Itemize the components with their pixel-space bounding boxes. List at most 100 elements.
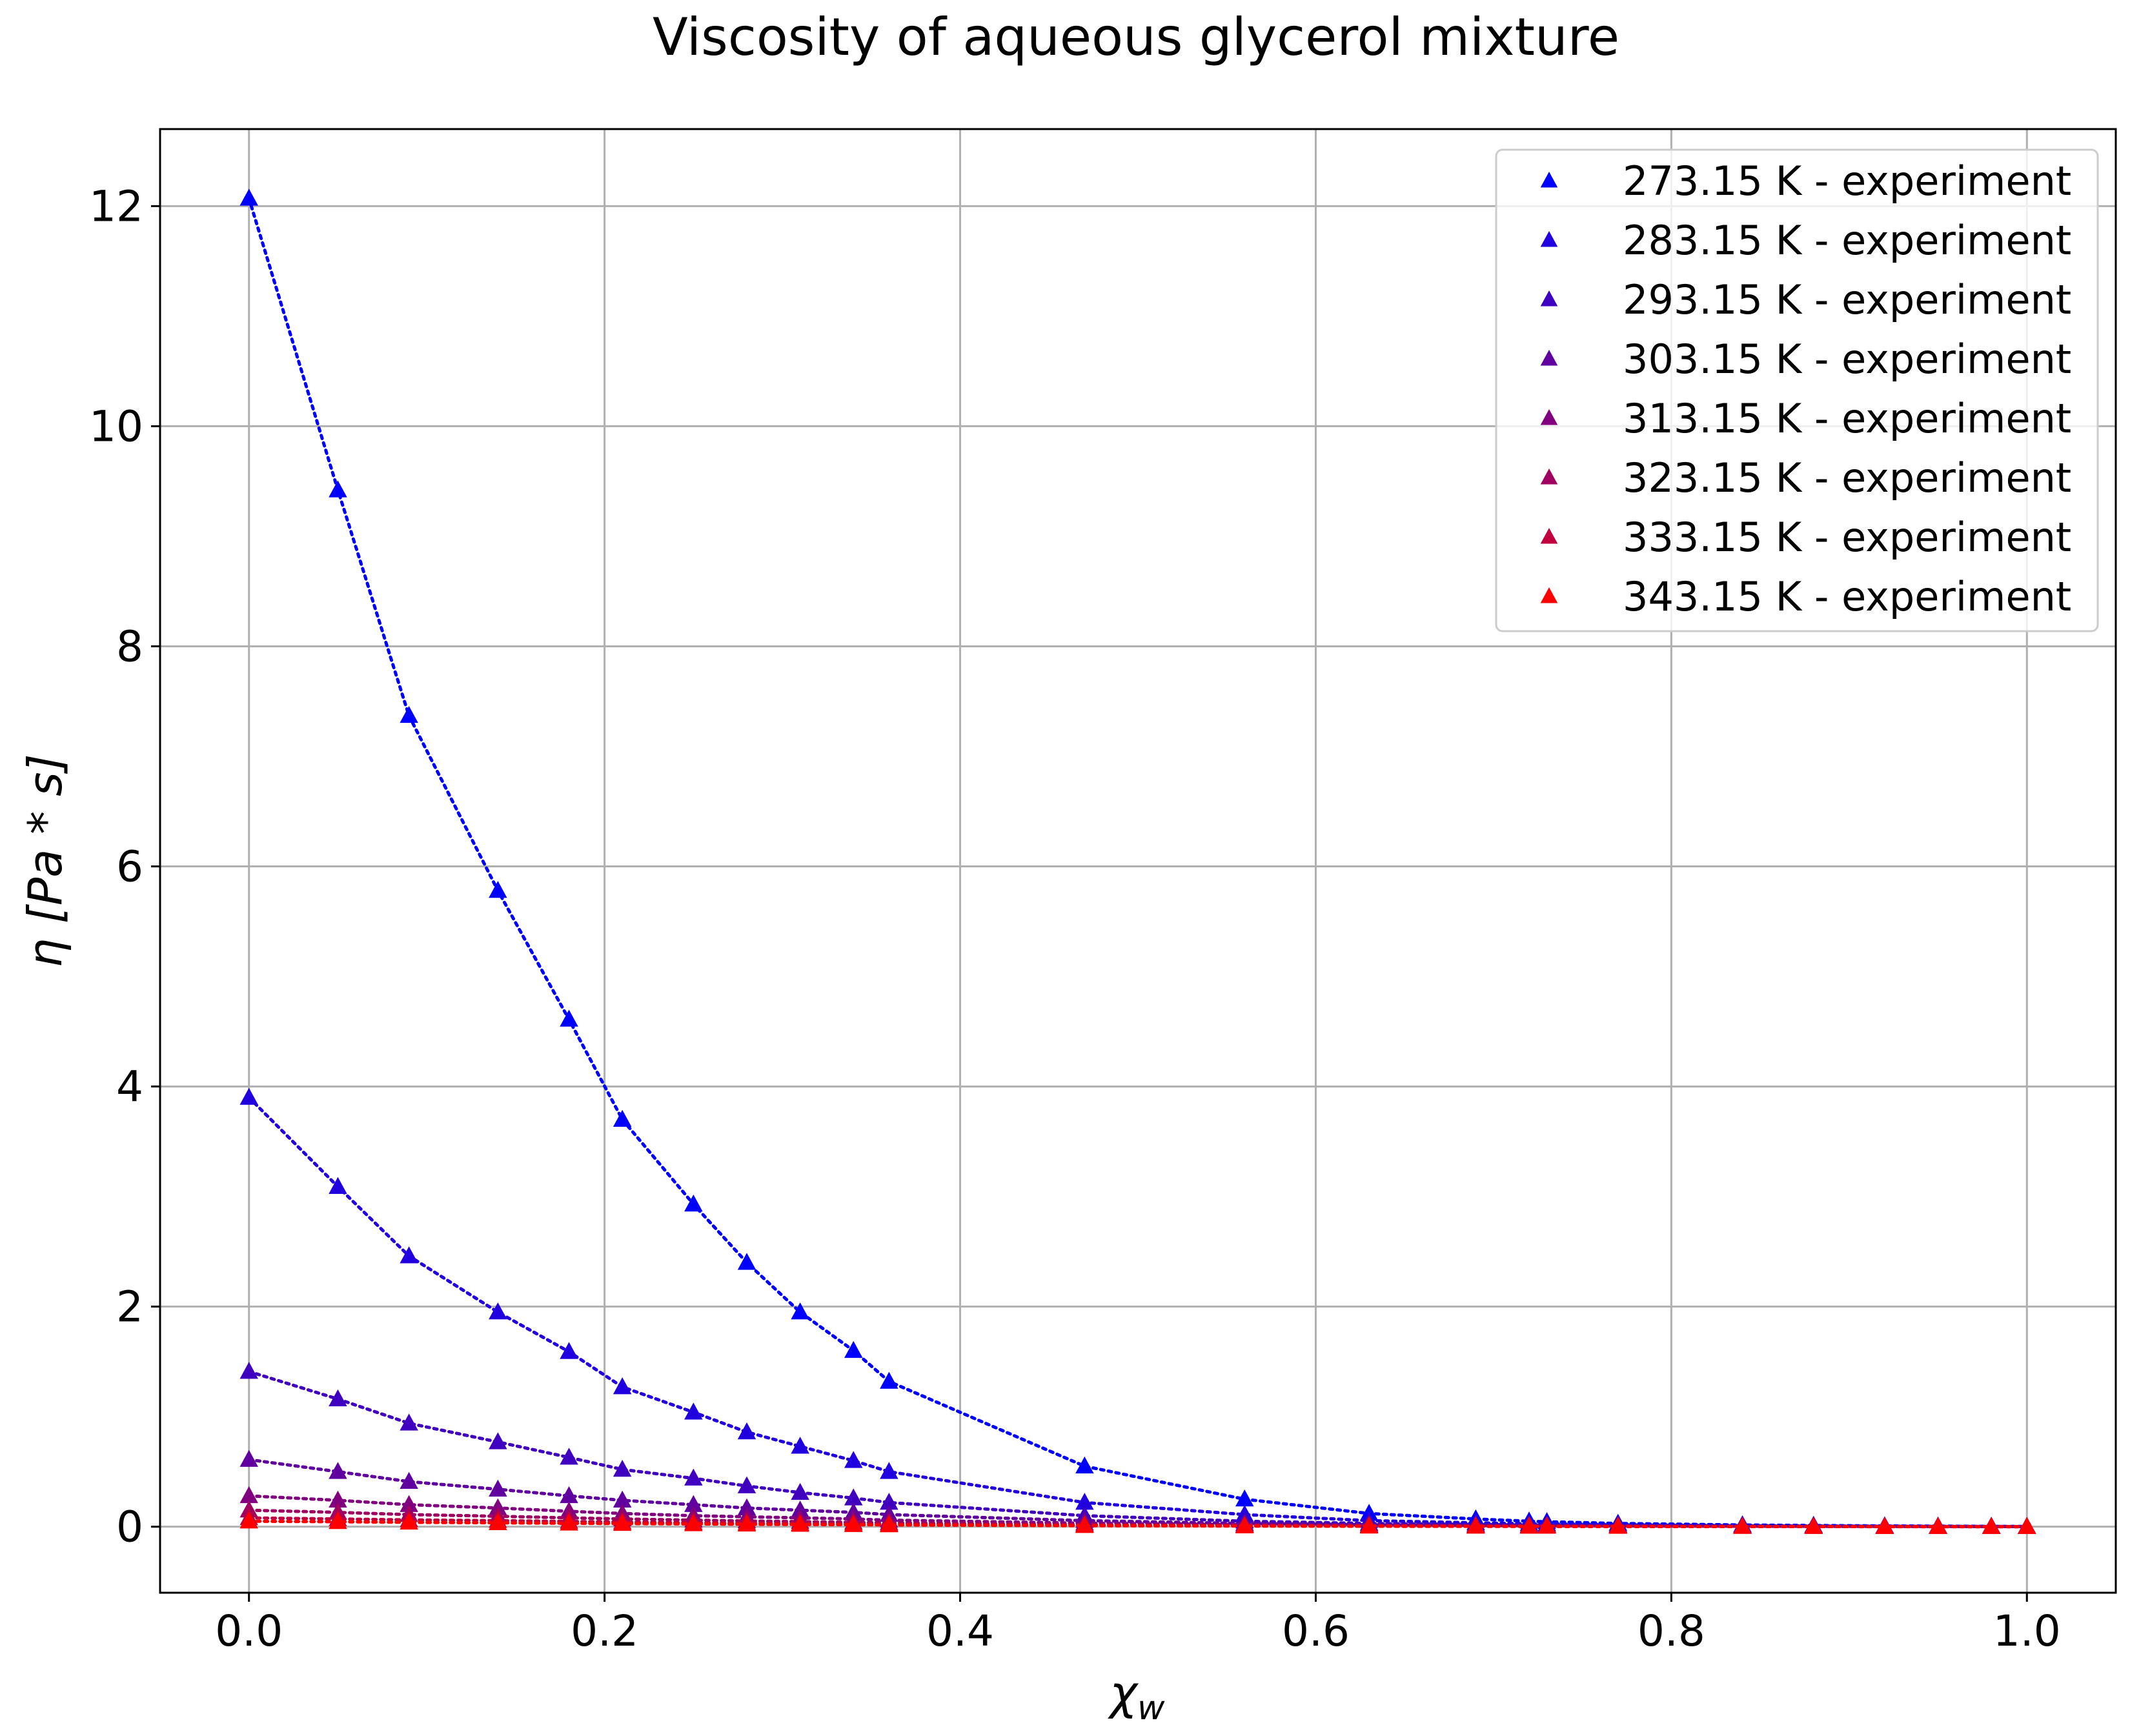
legend-label: 283.15 K - experiment — [1623, 217, 2071, 264]
data-point — [1608, 1517, 1627, 1534]
data-point — [844, 1340, 863, 1358]
plot-area-frame — [159, 128, 2117, 1594]
data-point — [880, 1462, 898, 1479]
data-point — [791, 1302, 809, 1320]
y-tick-label: 6 — [116, 842, 143, 892]
data-point — [1359, 1517, 1379, 1534]
data-point — [400, 1512, 418, 1530]
data-point — [400, 1471, 418, 1489]
legend-label: 293.15 K - experiment — [1623, 276, 2071, 323]
series-line — [247, 1519, 2029, 1529]
x-tick-label: 0.8 — [1638, 1606, 1705, 1656]
legend-marker — [1540, 350, 1558, 366]
legend-label: 333.15 K - experiment — [1623, 514, 2071, 561]
y-tick-label: 12 — [89, 181, 143, 231]
data-point — [737, 1476, 756, 1493]
data-point — [791, 1515, 809, 1532]
data-point — [1235, 1516, 1254, 1533]
legend-marker — [1540, 587, 1558, 603]
data-point — [489, 1513, 507, 1530]
data-point — [613, 1460, 632, 1477]
data-point — [844, 1515, 863, 1532]
data-point — [1537, 1517, 1556, 1534]
data-point — [684, 1195, 703, 1212]
data-point — [400, 1413, 418, 1431]
data-point — [1982, 1517, 2001, 1534]
data-point — [329, 480, 347, 498]
data-point — [560, 1448, 578, 1465]
data-point — [1466, 1517, 1485, 1534]
data-point — [329, 1512, 347, 1529]
data-point — [1235, 1489, 1254, 1507]
data-point — [737, 1253, 756, 1270]
data-point — [239, 1087, 258, 1105]
legend-label: 343.15 K - experiment — [1623, 573, 2071, 620]
chart-title: Viscosity of aqueous glycerol mixture — [653, 7, 1619, 67]
legend-marker — [1540, 409, 1558, 425]
legend-entries: 273.15 K - experiment 283.15 K - experime… — [1540, 157, 2071, 620]
series-group — [239, 1511, 2036, 1534]
legend: 273.15 K - experiment 283.15 K - experime… — [1495, 148, 2099, 632]
data-point — [1075, 1493, 1094, 1510]
y-tick-label: 10 — [89, 401, 143, 451]
data-point — [560, 1486, 578, 1504]
data-point — [737, 1498, 756, 1515]
data-point — [239, 1511, 258, 1529]
data-point — [560, 1009, 578, 1027]
x-axis-label-subscript: w — [1137, 1689, 1165, 1728]
data-point — [239, 1449, 258, 1467]
data-point — [560, 1513, 578, 1531]
data-point — [684, 1468, 703, 1486]
data-point — [239, 1362, 258, 1379]
data-point — [400, 705, 418, 723]
data-point — [1804, 1517, 1823, 1534]
tick-layer: 0.0 0.2 0.4 0.6 0.8 1.0 0 2 4 6 8 10 12 — [89, 181, 2061, 1656]
data-point — [329, 1389, 347, 1407]
legend-label: 323.15 K - experiment — [1623, 454, 2071, 501]
data-point — [844, 1488, 863, 1506]
y-tick-label: 0 — [116, 1502, 143, 1552]
data-point — [489, 1432, 507, 1449]
data-point — [329, 1462, 347, 1479]
x-tick-label: 1.0 — [1993, 1606, 2061, 1656]
data-point — [791, 1437, 809, 1454]
data-point — [1075, 1456, 1094, 1474]
data-point — [880, 1515, 898, 1533]
data-point — [1733, 1517, 1752, 1534]
y-tick-label: 2 — [116, 1282, 143, 1332]
data-point — [489, 1302, 507, 1320]
y-tick-label: 4 — [116, 1062, 143, 1112]
data-point — [613, 1513, 632, 1531]
data-point — [239, 1486, 258, 1504]
legend-marker — [1540, 290, 1558, 307]
data-point — [791, 1482, 809, 1500]
legend-frame — [1495, 148, 2099, 632]
data-point — [400, 1246, 418, 1264]
data-point — [239, 188, 258, 206]
data-point — [844, 1451, 863, 1468]
legend-marker — [1540, 231, 1558, 247]
x-tick-label: 0.6 — [1282, 1606, 1350, 1656]
data-point — [1075, 1516, 1094, 1533]
data-point — [613, 1377, 632, 1395]
data-point — [737, 1422, 756, 1440]
series-layer — [239, 188, 2036, 1534]
x-tick-label: 0.0 — [215, 1606, 283, 1656]
y-axis-label: η [Pa * s] — [18, 754, 72, 968]
data-point — [684, 1495, 703, 1512]
data-point — [1875, 1517, 1894, 1534]
data-point — [2018, 1517, 2036, 1534]
x-axis-label: χw — [1107, 1666, 1165, 1728]
data-point — [489, 881, 507, 898]
data-point — [329, 1176, 347, 1195]
data-point — [684, 1514, 703, 1531]
data-point — [737, 1514, 756, 1532]
data-point — [400, 1495, 418, 1512]
legend-label: 303.15 K - experiment — [1623, 336, 2071, 383]
grid-layer — [160, 129, 2116, 1593]
x-axis-label-main: χ — [1107, 1666, 1139, 1720]
y-tick-label: 8 — [116, 621, 143, 671]
legend-label: 313.15 K - experiment — [1623, 395, 2071, 442]
